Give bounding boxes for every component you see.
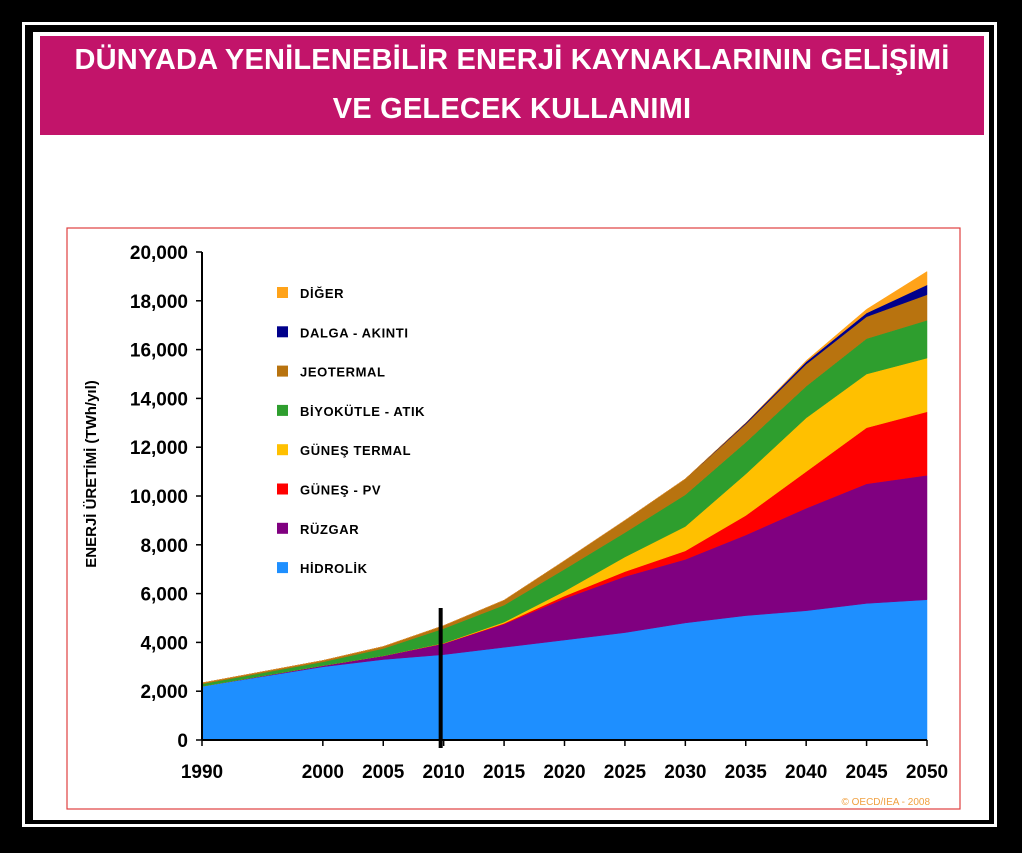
x-tick-label: 2010 [423, 762, 465, 783]
legend-label: GÜNEŞ - PV [300, 483, 381, 498]
legend-swatch [277, 444, 288, 456]
x-tick-label: 2025 [604, 762, 647, 783]
y-tick-label: 14,000 [130, 389, 188, 410]
x-tick-label: 2050 [906, 762, 948, 783]
x-tick-label: 2000 [302, 762, 344, 783]
legend-swatch [277, 365, 288, 377]
x-tick-label: 2045 [845, 762, 888, 783]
y-tick-label: 6,000 [140, 585, 188, 606]
legend-label: HİDROLİK [300, 561, 368, 576]
source-credit: © OECD/IEA - 2008 [841, 797, 930, 808]
legend-label: BİYOKÜTLE - ATIK [300, 404, 425, 419]
area-series-7-di-er [201, 271, 928, 684]
x-tick-label: 1990 [181, 762, 223, 783]
y-tick-label: 2,000 [140, 682, 188, 703]
x-tick-label: 2040 [785, 762, 827, 783]
legend-label: DALGA - AKINTI [300, 325, 409, 340]
y-tick-label: 10,000 [130, 487, 188, 508]
legend-label: GÜNEŞ TERMAL [300, 443, 411, 458]
legend-label: DİĞER [300, 286, 344, 301]
x-tick-label: 2005 [362, 762, 405, 783]
x-tick-label: 2030 [664, 762, 706, 783]
x-tick-label: 2035 [725, 762, 768, 783]
legend-item: JEOTERMAL [277, 365, 386, 380]
y-tick-label: 12,000 [130, 438, 188, 459]
legend-swatch [277, 483, 288, 495]
legend-item: BİYOKÜTLE - ATIK [277, 404, 425, 419]
title-band: DÜNYADA YENİLENEBİLİR ENERJİ KAYNAKLARIN… [40, 36, 984, 135]
x-tick-label: 2020 [543, 762, 585, 783]
y-tick-label: 16,000 [130, 341, 188, 362]
y-tick-label: 18,000 [130, 292, 188, 313]
title-line-2: VE GELECEK KULLANIMI [332, 93, 692, 125]
legend-item: DİĞER [277, 286, 344, 301]
legend-item: RÜZGAR [277, 522, 359, 537]
x-tick-label: 2015 [483, 762, 526, 783]
legend-swatch [277, 404, 288, 416]
legend-item: GÜNEŞ TERMAL [277, 443, 411, 458]
legend-item: DALGA - AKINTI [277, 325, 409, 340]
title-line-1: DÜNYADA YENİLENEBİLİR ENERJİ KAYNAKLARIN… [74, 44, 950, 76]
plot-border [66, 227, 961, 810]
legend-label: RÜZGAR [300, 522, 359, 537]
y-tick-label: 8,000 [140, 536, 188, 557]
legend-item: HİDROLİK [277, 561, 368, 576]
y-tick-label: 4,000 [140, 633, 188, 654]
legend-label: JEOTERMAL [300, 365, 386, 380]
y-axis-title: ENERJİ ÜRETİMİ (TWh/yıl) [83, 380, 100, 568]
legend-item: GÜNEŞ - PV [277, 483, 381, 498]
y-tick-label: 0 [177, 731, 188, 752]
legend-swatch [277, 522, 288, 534]
legend-swatch [277, 287, 288, 298]
legend-swatch [277, 326, 288, 338]
y-tick-label: 20,000 [130, 243, 188, 264]
legend-swatch [277, 562, 288, 574]
